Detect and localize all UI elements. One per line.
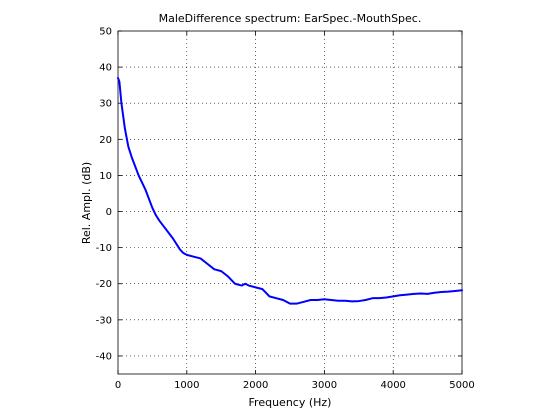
y-tick-label: 10 [99,171,112,182]
y-tick-label: -40 [96,351,112,362]
y-tick-label: 30 [99,99,112,110]
chart-title: MaleDifference spectrum: EarSpec.-MouthS… [159,12,422,25]
x-tick-label: 1000 [174,380,199,391]
y-tick-label: -10 [96,243,112,254]
x-axis-label: Frequency (Hz) [249,396,332,409]
x-tick-label: 3000 [312,380,337,391]
y-tick-label: 40 [99,63,112,74]
x-tick-label: 0 [115,380,121,391]
plot-area [117,76,463,305]
y-tick-label: -20 [96,279,112,290]
grid [118,31,462,374]
x-tick-label: 4000 [380,380,405,391]
x-tick-label: 5000 [449,380,474,391]
y-tick-label: 50 [99,27,112,38]
y-tick-label: 20 [99,135,112,146]
axes-box [117,30,463,375]
series-line [117,76,463,305]
y-tick-label: -30 [96,315,112,326]
y-axis-label: Rel. Ampl. (dB) [80,162,93,244]
ticks: 0 1000 2000 3000 4000 5000 -40 -30 -20 -10 0 10 20 30… [96,27,475,392]
x-tick-label: 2000 [243,380,268,391]
y-tick-label: 0 [106,207,112,218]
